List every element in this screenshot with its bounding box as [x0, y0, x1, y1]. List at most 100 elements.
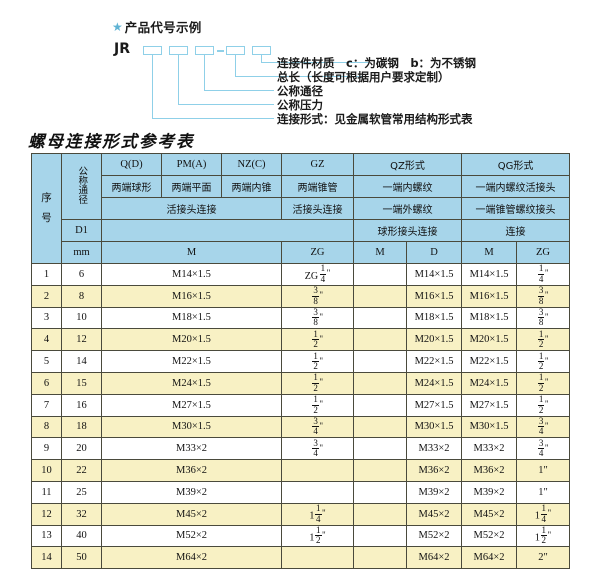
cell-gz-size: 1 2 ": [281, 393, 354, 417]
cell-qz-d: M30×1.5: [405, 415, 463, 439]
header-row-group: 序 号 公称通径 Q(D) PM(A) NZ(C) GZ QZ形式 QG形式: [31, 153, 571, 264]
table-row: 2 8 M16×1.5 3 8 " M16×1.5 M16×1.5 3 8 ": [31, 284, 571, 308]
nut-connection-spec-table: 序 号 公称通径 Q(D) PM(A) NZ(C) GZ QZ形式 QG形式 两…: [31, 153, 571, 569]
cell-thread-m: M33×2: [101, 437, 282, 461]
table-row: 8 18 M30×1.5 3 4 " M30×1.5 M30×1.5 3 4 ": [31, 415, 571, 439]
cell-gz-size: [281, 480, 354, 504]
cell-qg-zg: 3 8 ": [516, 284, 571, 308]
cell-qz-m: [353, 502, 407, 526]
header-unit-mm: mm: [61, 241, 102, 264]
cell-nominal-diameter: 32: [61, 502, 102, 526]
cell-qz-m: [353, 415, 407, 439]
cell-qg-m: M36×2: [461, 459, 518, 482]
table-row: 7 16 M27×1.5 1 2 " M27×1.5 M27×1.5 1 2 ": [31, 393, 571, 417]
leader-line-1-horizontal: [261, 62, 369, 64]
cell-nominal-diameter: 25: [61, 480, 102, 504]
cell-thread-m: M22×1.5: [101, 350, 282, 373]
leader-line-1-vertical: [261, 55, 263, 63]
header-row-symbols: mm M ZG M D M ZG: [32, 241, 571, 264]
cell-qg-m: M30×1.5: [461, 415, 518, 439]
cell-index: 7: [31, 393, 62, 417]
cell-qz-d: M16×1.5: [405, 284, 463, 308]
header-type-qg: 一端内螺纹活接头: [461, 175, 571, 198]
leader-line-4-vertical: [178, 55, 180, 105]
leader-line-3-horizontal: [204, 90, 274, 92]
leader-line-4-horizontal: [178, 104, 274, 106]
cell-qg-zg: 1 1 4 ": [516, 502, 571, 526]
header-index-line2: 号: [41, 211, 52, 224]
cell-index: 3: [31, 306, 62, 330]
cell-qz-m: [353, 350, 407, 373]
cell-qg-zg: 1": [516, 459, 571, 482]
cell-thread-m: M20×1.5: [101, 328, 282, 352]
cell-index: 2: [31, 284, 62, 308]
header-index-line1: 序: [41, 191, 52, 204]
table-row: 14 50 M64×2 M64×2 M64×2 2": [31, 546, 571, 569]
header-group-qz: QZ形式: [352, 153, 463, 176]
cell-nominal-diameter: 14: [61, 350, 102, 373]
header-symbol-m-left: M: [101, 241, 282, 264]
cell-qz-m: [353, 546, 407, 569]
cell-gz-size: ZG 1 4 ": [281, 263, 354, 286]
cell-nominal-diameter: 12: [61, 328, 102, 352]
cell-index: 11: [31, 480, 62, 504]
header-row-connection-1: 活接头连接 活接头连接 一端外螺纹 一端锥管螺纹接头: [32, 197, 571, 220]
leader-line-2-vertical: [235, 55, 237, 77]
cell-qz-d: M64×2: [405, 546, 463, 569]
cell-qz-m: [353, 328, 407, 352]
cell-thread-m: M64×2: [101, 546, 282, 569]
cell-qz-d: M45×2: [405, 502, 463, 526]
spec-table-container: 序 号 公称通径 Q(D) PM(A) NZ(C) GZ QZ形式 QG形式 两…: [31, 153, 571, 569]
table-body: 1 6 M14×1.5 ZG 1 4 " M14×1.5 M14×1.5 1 4 " 2 8 M16×1.5…: [31, 263, 571, 569]
header-row-connection-2: D1 球形接头连接 连接: [32, 219, 571, 242]
cell-qz-m: [353, 306, 407, 330]
cell-qz-m: [353, 480, 407, 504]
cell-nominal-diameter: 22: [61, 459, 102, 482]
table-row: 13 40 M52×2 1 1 2 " M52×2 M52×2 1 1 2 ": [31, 524, 571, 548]
header-symbol-qg-m: M: [461, 241, 518, 264]
cell-gz-size: 1 2 ": [281, 328, 354, 352]
cell-nominal-diameter: 15: [61, 371, 102, 395]
code-label-nominal-diameter: 公称通径: [277, 84, 323, 98]
cell-nominal-diameter: 20: [61, 437, 102, 461]
cell-nominal-diameter: 10: [61, 306, 102, 330]
cell-nominal-diameter: 8: [61, 284, 102, 308]
cell-qz-d: M52×2: [405, 524, 463, 548]
header-conn-union-left: 活接头连接: [101, 197, 282, 220]
cell-thread-m: M36×2: [101, 459, 282, 482]
star-icon: ★: [112, 19, 123, 34]
cell-qg-m: M33×2: [461, 437, 518, 461]
cell-gz-size: [281, 459, 354, 482]
cell-qg-m: M18×1.5: [461, 306, 518, 330]
code-separator-dash: [217, 50, 224, 52]
cell-nominal-diameter: 40: [61, 524, 102, 548]
cell-gz-size: 3 4 ": [281, 415, 354, 439]
cell-qz-d: M27×1.5: [405, 393, 463, 417]
cell-index: 9: [31, 437, 62, 461]
cell-index: 4: [31, 328, 62, 352]
cell-nominal-diameter: 16: [61, 393, 102, 417]
cell-qz-m: [353, 437, 407, 461]
header-conn-union-gz: 活接头连接: [281, 197, 354, 220]
product-code-diagram: ★ 产品代号示例 JR 连接件材质 c：为碳钢 b：为不锈钢 总长（长度可根据用…: [0, 0, 600, 130]
leader-line-2-horizontal: [235, 76, 369, 78]
product-code-heading: ★ 产品代号示例: [112, 17, 202, 36]
header-row-type: 两端球形 两端平面 两端内锥 两端锥管 一端内螺纹 一端内螺纹活接头: [32, 175, 571, 198]
header-conn2-connect: 连接: [461, 219, 571, 242]
cell-qg-zg: 3 4 ": [516, 437, 571, 461]
cell-qg-zg: 1": [516, 480, 571, 504]
cell-index: 6: [31, 371, 62, 395]
cell-index: 10: [31, 459, 62, 482]
cell-thread-m: M27×1.5: [101, 393, 282, 417]
header-symbol-qg-zg: ZG: [516, 241, 571, 264]
cell-qg-zg: 1 2 ": [516, 393, 571, 417]
cell-qg-zg: 3 4 ": [516, 415, 571, 439]
cell-gz-size: 3 8 ": [281, 284, 354, 308]
cell-qg-m: M24×1.5: [461, 371, 518, 395]
cell-thread-m: M39×2: [101, 480, 282, 504]
cell-qg-zg: 1 2 ": [516, 371, 571, 395]
header-group-nzc: NZ(C): [221, 153, 282, 176]
cell-index: 12: [31, 502, 62, 526]
header-group-qd: Q(D): [101, 153, 162, 176]
code-label-total-length: 总长（长度可根据用户要求定制）: [277, 70, 450, 84]
